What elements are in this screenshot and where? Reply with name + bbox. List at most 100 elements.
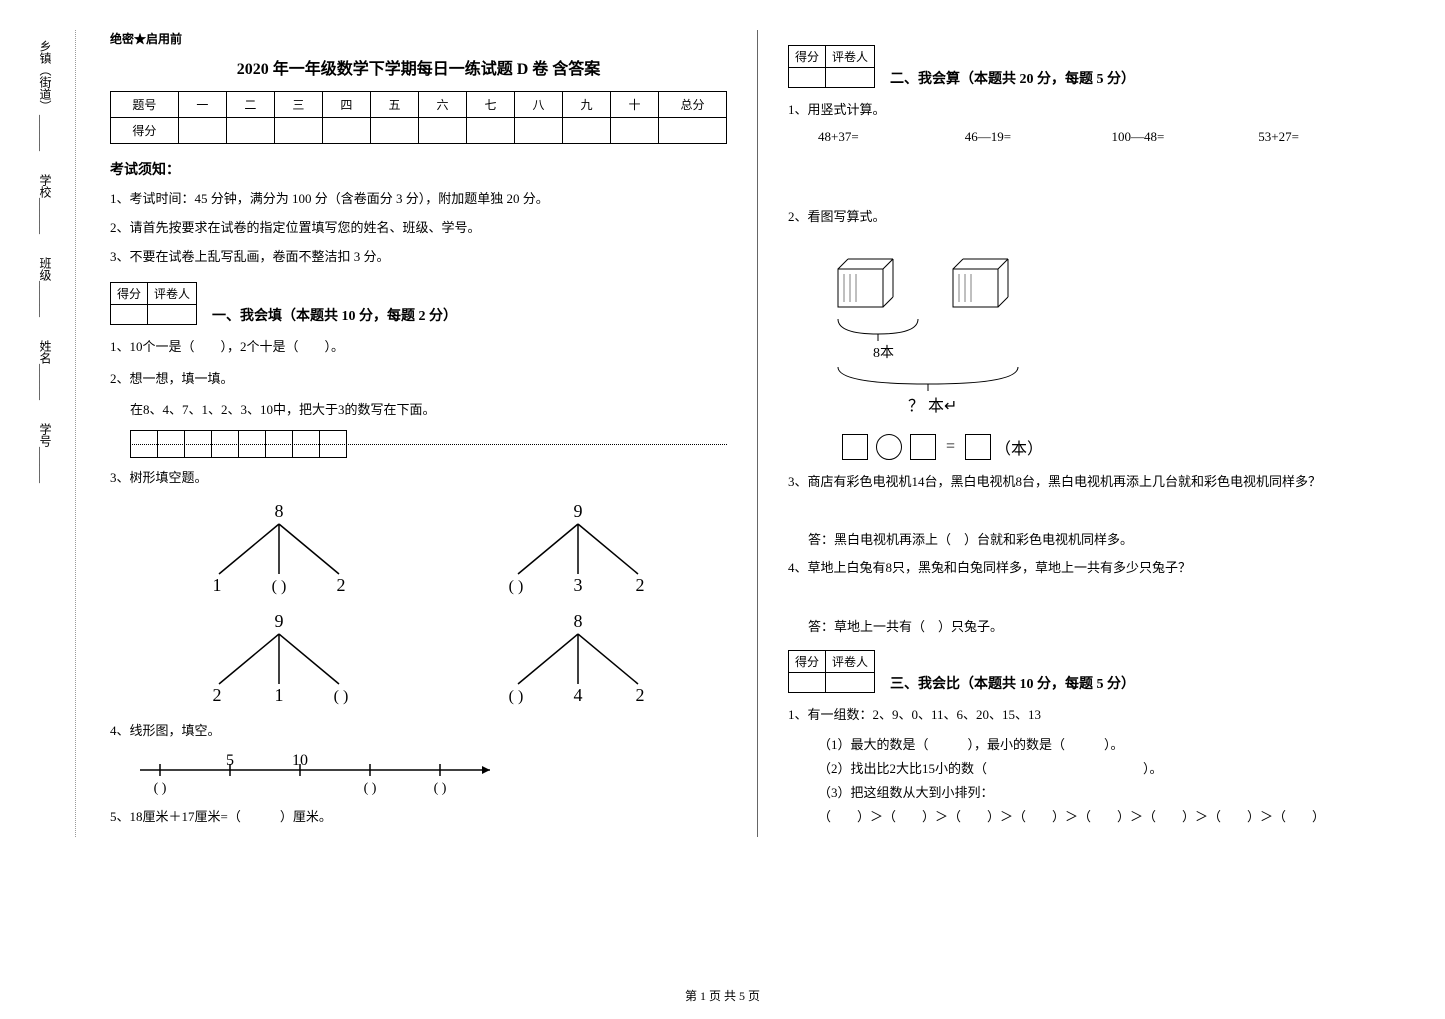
table-header: 五 xyxy=(370,92,418,118)
answer-boxes xyxy=(130,430,727,458)
q3-1-sub1: （1）最大的数是（ ），最小的数是（ ）。 xyxy=(788,734,1405,753)
tree4-svg: 8 ( ) 4 2 xyxy=(488,609,668,709)
q3-1-sub3: （3）把这组数从大到小排列： xyxy=(788,782,1405,801)
tree3-svg: 9 2 1 ( ) xyxy=(189,609,369,709)
svg-text:1: 1 xyxy=(275,685,284,705)
table-header: 七 xyxy=(466,92,514,118)
calc-item: 46—19= xyxy=(965,129,1112,145)
q2-4: 4、草地上白兔有8只，黑兔和白兔同样多，草地上一共有多少只兔子？ xyxy=(788,556,1405,579)
calc-item: 100—48= xyxy=(1112,129,1259,145)
svg-text:10: 10 xyxy=(292,752,308,769)
q2-1: 1、用竖式计算。 xyxy=(788,98,1405,121)
formula-box xyxy=(910,434,936,460)
score-cell: 得分 xyxy=(789,650,826,672)
grader-cell: 评卷人 xyxy=(826,46,875,68)
svg-text:( ): ( ) xyxy=(272,578,287,595)
note-item: 3、不要在试卷上乱写乱画，卷面不整洁扣 3 分。 xyxy=(110,247,727,268)
township-label: 乡镇（街道） xyxy=(38,40,52,112)
svg-text:5: 5 xyxy=(226,752,234,769)
name-label: 姓名 xyxy=(38,340,52,364)
score-cell: 得分 xyxy=(111,283,148,305)
small-score-table: 得分评卷人 xyxy=(788,650,875,693)
table-header: 二 xyxy=(226,92,274,118)
formula-suffix: （本） xyxy=(995,435,1043,459)
page-footer: 第 1 页 共 5 页 xyxy=(0,987,1445,1004)
svg-text:( ): ( ) xyxy=(434,781,447,796)
q1-5: 5、18厘米＋17厘米=（ ）厘米。 xyxy=(110,805,727,828)
studentid-label: 学号 xyxy=(38,423,52,447)
note-item: 1、考试时间：45 分钟，满分为 100 分（含卷面分 3 分），附加题单独 2… xyxy=(110,189,727,210)
score-table: 题号 一 二 三 四 五 六 七 八 九 十 总分 得分 xyxy=(110,91,727,144)
left-column: 绝密★启用前 2020 年一年级数学下学期每日一练试题 D 卷 含答案 题号 一… xyxy=(40,30,747,837)
svg-text:8: 8 xyxy=(275,501,284,521)
section2-title: 二、我会算（本题共 20 分，每题 5 分） xyxy=(890,68,1135,88)
table-header: 十 xyxy=(611,92,659,118)
table-header: 八 xyxy=(514,92,562,118)
books-svg: 8本 ？ 本↵ xyxy=(818,239,1098,419)
q3-1-sub2: （2）找出比2大比15小的数（ ）。 xyxy=(788,758,1405,777)
notes-title: 考试须知： xyxy=(110,159,727,179)
score-cell: 得分 xyxy=(789,46,826,68)
q1-2-sub: 在8、4、7、1、2、3、10中，把大于3的数写在下面。 xyxy=(110,398,727,421)
section3-header: 得分评卷人 三、我会比（本题共 10 分，每题 5 分） xyxy=(788,650,1405,693)
svg-text:2: 2 xyxy=(213,685,222,705)
small-score-table: 得分评卷人 xyxy=(788,45,875,88)
tree1-svg: 8 1 ( ) 2 xyxy=(189,499,369,599)
svg-text:( ): ( ) xyxy=(508,688,523,705)
svg-text:3: 3 xyxy=(573,575,582,595)
svg-text:9: 9 xyxy=(573,501,582,521)
svg-text:2: 2 xyxy=(635,575,644,595)
svg-text:8: 8 xyxy=(573,611,582,631)
calc-row: 48+37= 46—19= 100—48= 53+27= xyxy=(788,129,1405,145)
tree-diagrams-row1: 8 1 ( ) 2 9 ( ) 3 2 xyxy=(110,499,727,599)
school-label: 学校 xyxy=(38,174,52,198)
q2-3: 3、商店有彩色电视机14台，黑白电视机8台，黑白电视机再添上几台就和彩色电视机同… xyxy=(788,470,1405,493)
table-header: 三 xyxy=(274,92,322,118)
section3-title: 三、我会比（本题共 10 分，每题 5 分） xyxy=(890,673,1135,693)
dotted-fold-line xyxy=(75,30,76,837)
book-figure: 8本 ？ 本↵ xyxy=(788,239,1405,424)
formula-box xyxy=(842,434,868,460)
table-header: 总分 xyxy=(659,92,727,118)
numberline-container: ( ) 5 10 ( ) ( ) xyxy=(110,750,727,805)
svg-text:4: 4 xyxy=(573,685,582,705)
section2-header: 得分评卷人 二、我会算（本题共 20 分，每题 5 分） xyxy=(788,45,1405,88)
table-header: 一 xyxy=(178,92,226,118)
svg-text:( ): ( ) xyxy=(154,781,167,796)
q3-1: 1、有一组数：2、9、0、11、6、20、15、13 xyxy=(788,703,1405,726)
q3-1-sub4: （ ）＞（ ）＞（ ）＞（ ）＞（ ）＞（ ）＞（ ）＞（ ） xyxy=(788,806,1405,825)
svg-text:？ 本↵: ？ 本↵ xyxy=(908,397,957,415)
q1-2: 2、想一想，填一填。 xyxy=(110,367,727,390)
svg-text:( ): ( ) xyxy=(334,688,349,705)
secret-label: 绝密★启用前 xyxy=(110,30,727,47)
q2-3-answer: 答：黑白电视机再添上（ ）台就和彩色电视机同样多。 xyxy=(788,529,1405,548)
q1-4: 4、线形图，填空。 xyxy=(110,719,727,742)
formula-boxes: = （本） xyxy=(788,434,1405,460)
exam-title: 2020 年一年级数学下学期每日一练试题 D 卷 含答案 xyxy=(110,55,727,79)
small-score-table: 得分评卷人 xyxy=(110,282,197,325)
section1-title: 一、我会填（本题共 10 分，每题 2 分） xyxy=(212,305,457,325)
svg-text:2: 2 xyxy=(635,685,644,705)
formula-box xyxy=(965,434,991,460)
table-header: 九 xyxy=(563,92,611,118)
svg-text:1: 1 xyxy=(213,575,222,595)
q2-2: 2、看图写算式。 xyxy=(788,205,1405,228)
formula-circle xyxy=(876,434,902,460)
score-row-label: 得分 xyxy=(111,118,179,144)
tree2-svg: 9 ( ) 3 2 xyxy=(488,499,668,599)
calc-item: 48+37= xyxy=(818,129,965,145)
svg-text:9: 9 xyxy=(275,611,284,631)
q1-3: 3、树形填空题。 xyxy=(110,466,727,489)
q1-1: 1、10个一是（ ），2个十是（ ）。 xyxy=(110,335,727,358)
class-label: 班级 xyxy=(38,257,52,281)
numberline-svg: ( ) 5 10 ( ) ( ) xyxy=(130,750,500,800)
side-label-fields: 乡镇（街道） ______ 学校______ 班级______ 姓名______… xyxy=(30,40,60,503)
calc-item: 53+27= xyxy=(1258,129,1405,145)
tree-diagrams-row2: 9 2 1 ( ) 8 ( ) 4 2 xyxy=(110,609,727,709)
svg-text:( ): ( ) xyxy=(364,781,377,796)
svg-text:2: 2 xyxy=(337,575,346,595)
right-column: 得分评卷人 二、我会算（本题共 20 分，每题 5 分） 1、用竖式计算。 48… xyxy=(768,30,1405,837)
table-header: 六 xyxy=(418,92,466,118)
note-item: 2、请首先按要求在试卷的指定位置填写您的姓名、班级、学号。 xyxy=(110,218,727,239)
table-header: 四 xyxy=(322,92,370,118)
